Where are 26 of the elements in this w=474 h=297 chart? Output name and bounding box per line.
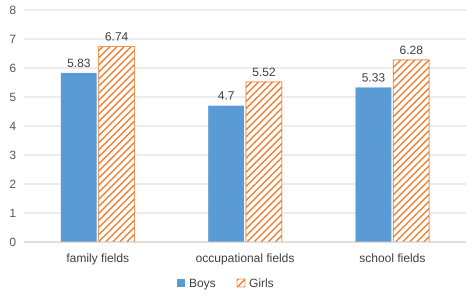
y-tick-label: 0: [9, 235, 16, 250]
y-tick-label: 2: [9, 177, 16, 192]
y-tick-label: 5: [9, 90, 16, 104]
bar: [356, 87, 392, 242]
data-label: 5.33: [362, 70, 386, 84]
bar: [98, 46, 135, 242]
x-tick-label: occupational fields: [196, 251, 294, 265]
y-tick-label: 7: [9, 32, 16, 46]
data-label: 6.74: [104, 30, 129, 44]
legend-label: Girls: [249, 276, 274, 290]
legend-label: Boys: [189, 276, 216, 290]
bar: [60, 72, 97, 242]
y-tick-label: 8: [9, 3, 16, 18]
bar: [208, 106, 244, 242]
bar: [246, 82, 282, 242]
y-tick-label: 6: [9, 61, 16, 76]
data-label: 4.7: [218, 88, 235, 103]
data-label: 5.83: [67, 56, 91, 70]
data-label: 5.52: [252, 64, 276, 79]
y-tick-label: 4: [9, 119, 16, 134]
y-tick-label: 1: [9, 206, 16, 220]
y-tick-label: 3: [9, 148, 16, 162]
data-label: 6.28: [400, 42, 424, 57]
bar: [392, 59, 430, 242]
x-tick-label: school fields: [359, 251, 426, 265]
x-tick-label: family fields: [66, 251, 130, 265]
